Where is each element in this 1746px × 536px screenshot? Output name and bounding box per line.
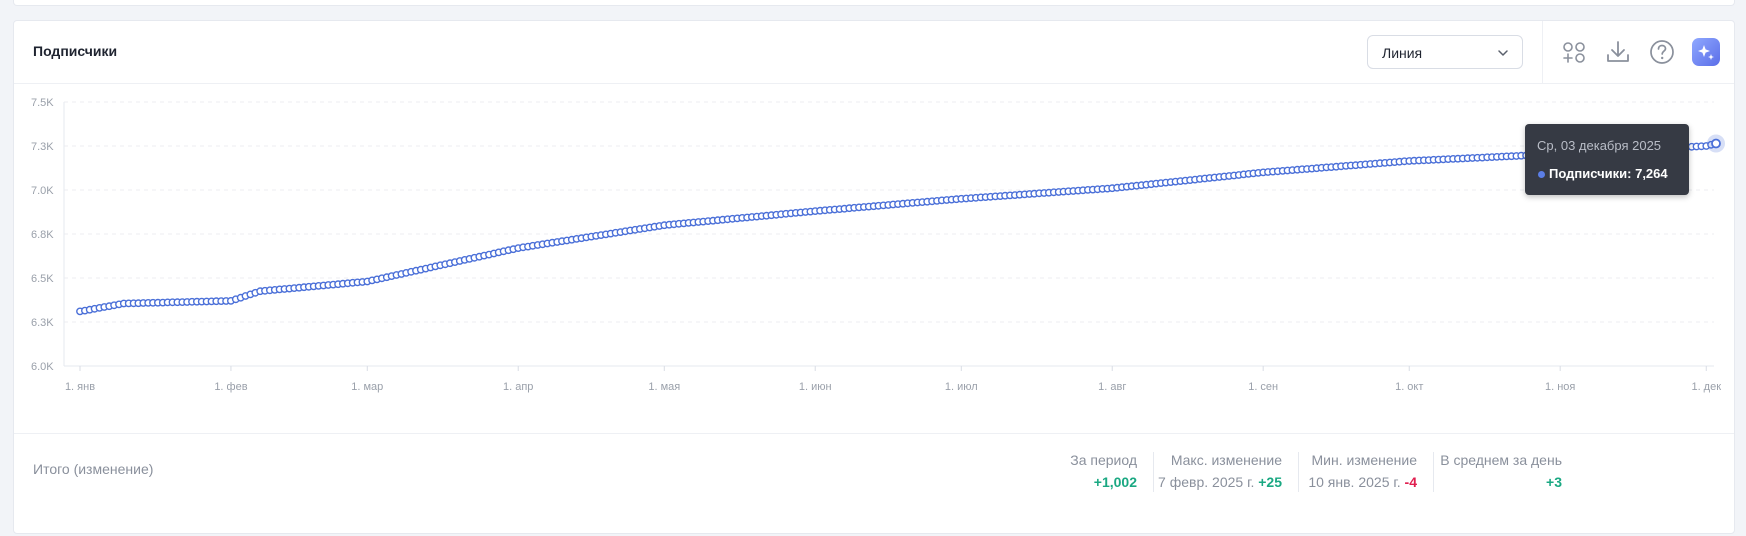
stat-date: 7 февр. 2025 г. (1158, 474, 1255, 490)
x-tick-label: 1. мар (351, 381, 383, 393)
x-tick-label: 1. мая (648, 381, 680, 393)
header-divider (1542, 21, 1543, 83)
ai-sparkle-icon (1692, 38, 1720, 66)
card-footer: Итого (изменение) За период +1,002 Макс.… (14, 433, 1734, 534)
stat-label: Макс. изменение (1170, 452, 1282, 468)
x-tick-label: 1. авг (1098, 381, 1126, 393)
stat-value: +1,002 (1093, 474, 1137, 490)
y-tick-label: 6.0K (31, 361, 54, 373)
x-tick-label: 1. июл (945, 381, 978, 393)
chart-type-select-value: Линия (1382, 45, 1423, 61)
x-tick-label: 1. сен (1248, 381, 1278, 393)
stat-divider (1433, 452, 1434, 492)
y-tick-label: 6.8K (31, 229, 54, 241)
add-widget-icon (1563, 42, 1585, 63)
stat-average-daily: В среднем за день +3 (1382, 452, 1562, 490)
card-header: Подписчики Линия (14, 21, 1734, 84)
stat-label: Мин. изменение (1311, 452, 1418, 468)
y-tick-label: 7.3K (31, 141, 54, 153)
stat-divider (1153, 452, 1154, 492)
stat-max-change: Макс. изменение 7 февр. 2025 г. +25 (1102, 452, 1282, 490)
x-tick-label: 1. апр (503, 381, 533, 393)
y-tick-label: 6.5K (31, 273, 54, 285)
totals-label: Итого (изменение) (33, 461, 154, 477)
chart-type-select[interactable]: Линия (1367, 35, 1523, 69)
tooltip-date: Ср, 03 декабря 2025 (1537, 138, 1662, 153)
tooltip-value: 7,264 (1635, 166, 1668, 181)
stat-label: В среднем за день (1440, 452, 1562, 468)
stat-min-change: Мин. изменение 10 янв. 2025 г. -4 (1237, 452, 1417, 490)
stat-value: +3 (1546, 474, 1562, 490)
tooltip-series-dot (1538, 171, 1545, 178)
data-point-hovered (1711, 138, 1721, 149)
subscribers-card: Подписчики Линия (13, 20, 1735, 534)
y-tick-label: 7.5K (31, 97, 54, 109)
ai-assistant-button[interactable] (1692, 38, 1720, 66)
help-icon (1650, 40, 1674, 64)
x-tick-label: 1. окт (1395, 381, 1423, 393)
stat-period: За период +1,002 (997, 452, 1137, 490)
x-tick-label: 1. июн (799, 381, 832, 393)
stat-date: 10 янв. 2025 г. (1308, 474, 1401, 490)
download-icon (1607, 41, 1629, 62)
y-tick-label: 6.3K (31, 317, 54, 329)
stat-label: За период (1070, 452, 1137, 468)
x-tick-label: 1. дек (1691, 381, 1721, 393)
x-tick-label: 1. янв (65, 381, 95, 393)
y-tick-label: 7.0K (31, 185, 54, 197)
download-button[interactable] (1604, 38, 1632, 66)
tooltip-series-name: Подписчики (1549, 166, 1628, 181)
previous-card-edge (13, 0, 1735, 6)
stat-value: +25 (1258, 474, 1282, 490)
stat-value: -4 (1404, 474, 1417, 490)
chevron-down-icon (1498, 50, 1508, 56)
help-button[interactable] (1648, 38, 1676, 66)
x-tick-label: 1. фев (214, 381, 247, 393)
chart-tooltip: Ср, 03 декабря 2025 Подписчики: 7,264 (1525, 124, 1689, 195)
card-title: Подписчики (33, 43, 118, 59)
x-tick-label: 1. ноя (1545, 381, 1575, 393)
tooltip-series-value: Подписчики: 7,264 (1549, 166, 1668, 181)
subscribers-line-chart[interactable]: 7.5K 7.3K 7.0K 6.8K 6.5K 6.3K 6.0K 1. янв 1. фев… (14, 84, 1734, 432)
add-widget-button[interactable] (1560, 38, 1588, 66)
tooltip-colon: : (1627, 166, 1636, 181)
stat-divider (1298, 452, 1299, 492)
